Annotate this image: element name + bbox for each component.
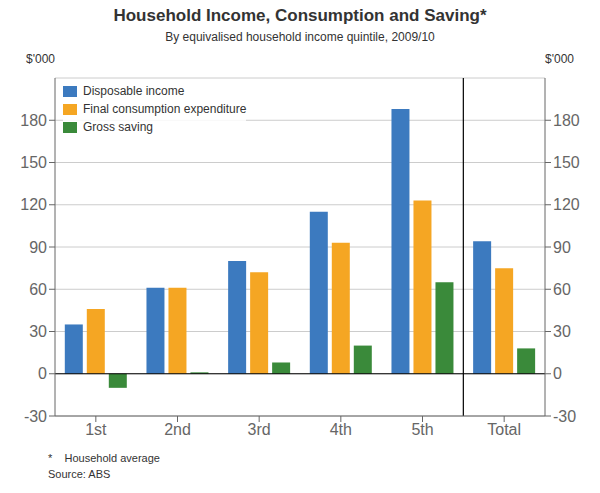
svg-text:1st: 1st — [85, 421, 107, 438]
html-text:By equivalised household incom: By equivalised household income quintile… — [165, 30, 435, 44]
svg-text:30: 30 — [29, 323, 47, 340]
svg-text:-30: -30 — [24, 408, 47, 425]
svg-text:90: 90 — [29, 239, 47, 256]
html-text:* Household average: * Household average — [48, 452, 160, 464]
svg-text:150: 150 — [553, 154, 580, 171]
html-text:Source: ABS: Source: ABS — [48, 468, 111, 480]
svg-text:180: 180 — [20, 112, 47, 129]
svg-text:60: 60 — [553, 281, 571, 298]
svg-text:3rd: 3rd — [248, 421, 271, 438]
svg-text:90: 90 — [553, 239, 571, 256]
html-text:$'000: $'000 — [545, 52, 574, 66]
svg-text:Total: Total — [487, 421, 521, 438]
svg-text:5th: 5th — [411, 421, 433, 438]
html-text:Household Income, Consumption: Household Income, Consumption and Saving… — [113, 6, 487, 25]
html-text:Final consumption expenditure: Final consumption expenditure — [83, 102, 247, 116]
svg-text:30: 30 — [553, 323, 571, 340]
svg-text:0: 0 — [38, 365, 47, 382]
svg-text:150: 150 — [20, 154, 47, 171]
svg-text:120: 120 — [553, 196, 580, 213]
html-text:$'000: $'000 — [26, 52, 55, 66]
html-text:Disposable income: Disposable income — [83, 84, 185, 98]
svg-text:-30: -30 — [553, 408, 576, 425]
svg-text:120: 120 — [20, 196, 47, 213]
svg-text:180: 180 — [553, 112, 580, 129]
html-text:Gross saving: Gross saving — [83, 120, 153, 134]
svg-text:60: 60 — [29, 281, 47, 298]
svg-text:0: 0 — [553, 365, 562, 382]
svg-text:4th: 4th — [330, 421, 352, 438]
svg-text:2nd: 2nd — [164, 421, 191, 438]
